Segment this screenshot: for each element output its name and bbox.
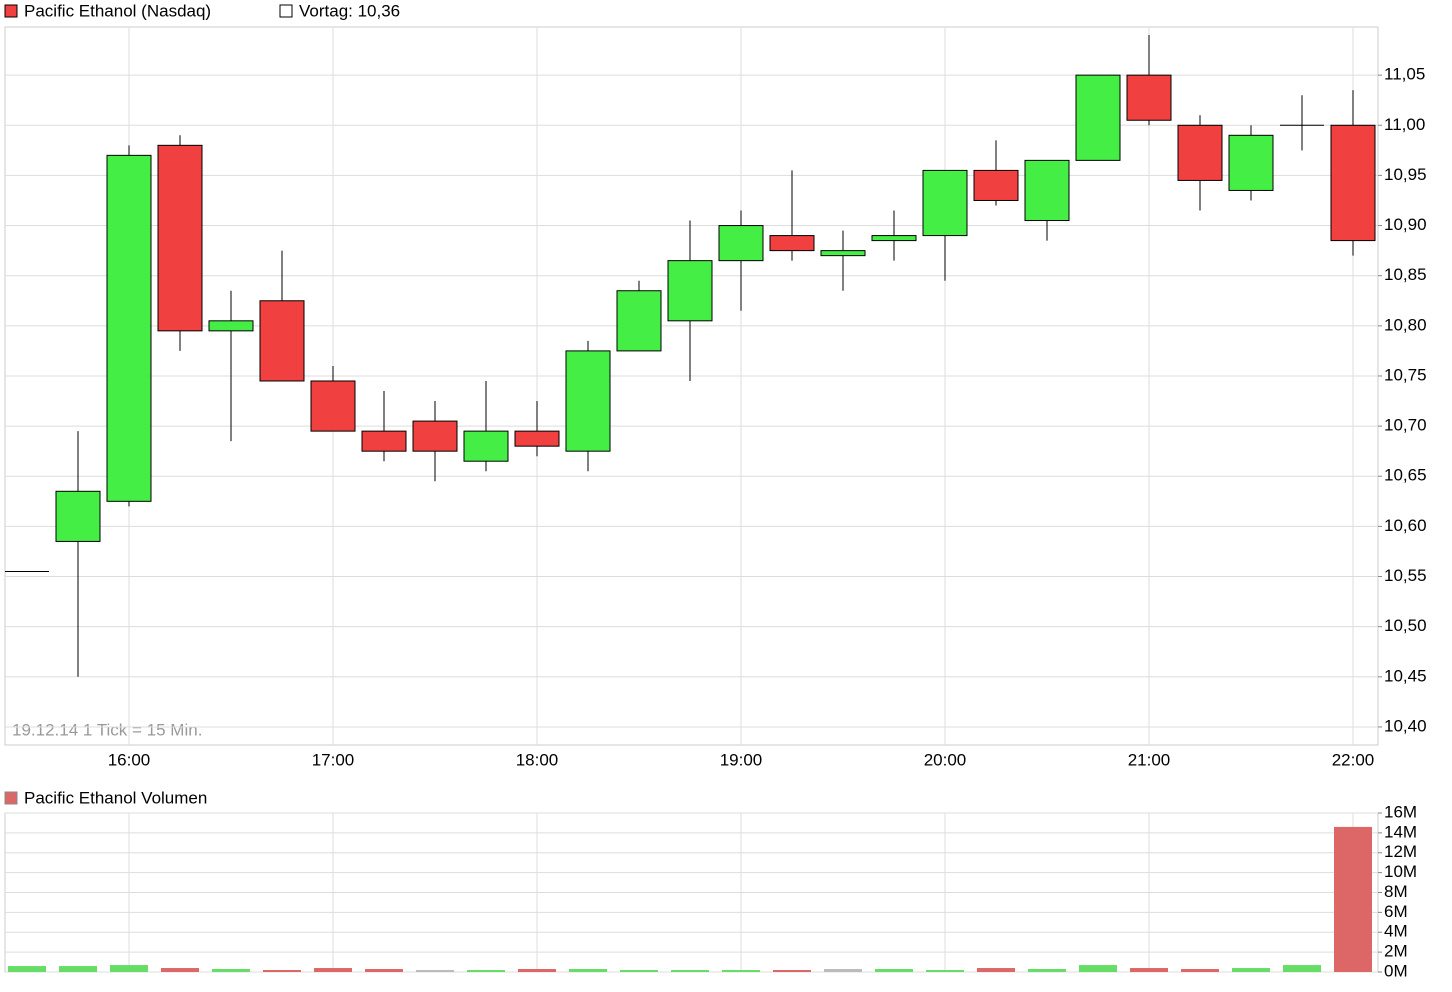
volume-bar [416,970,454,972]
legend-label: Pacific Ethanol (Nasdaq) [24,1,211,20]
volume-bar [1079,965,1117,972]
volume-bar [365,969,403,972]
y-tick-label: 14M [1384,822,1417,841]
volume-bar [671,970,709,972]
y-tick-label: 10,75 [1384,365,1427,384]
candle-body [463,430,509,462]
candle-body [1228,134,1274,191]
y-tick-label: 16M [1384,802,1417,821]
x-tick-label: 21:00 [1128,750,1171,769]
y-tick-label: 11,00 [1384,115,1425,134]
candle-body [1075,74,1121,161]
volume-bar [1283,965,1321,972]
x-tick-label: 19:00 [720,750,763,769]
volume-bar [926,970,964,972]
volume-bar [977,968,1015,972]
volume-bar [1130,968,1168,972]
candle-body [310,380,356,432]
x-tick-label: 20:00 [924,750,967,769]
candle-body [412,420,458,452]
y-tick-label: 10,40 [1384,716,1427,735]
volume-bar [875,969,913,972]
y-tick-label: 10,80 [1384,315,1427,334]
legend-swatch [4,791,18,805]
candle-body [361,430,407,452]
y-tick-label: 8M [1384,882,1408,901]
x-tick-label: 17:00 [312,750,355,769]
y-tick-label: 10,85 [1384,265,1427,284]
y-tick-label: 0M [1384,961,1408,980]
y-tick-label: 4M [1384,922,1408,941]
candle-body [55,490,101,542]
candle-body [259,300,305,382]
y-tick-label: 10M [1384,862,1417,881]
candle-body [718,225,764,262]
volume-bar [518,969,556,972]
annotation: 19.12.14 1 Tick = 15 Min. [12,720,202,739]
x-tick-label: 22:00 [1332,750,1375,769]
volume-bar [161,968,199,972]
candle-body [1024,159,1070,222]
candle-body [157,144,203,332]
y-tick-label: 10,95 [1384,165,1427,184]
volume-bar [824,969,862,972]
volume-bar [8,966,46,972]
candle-body [565,350,611,452]
volume-bar [620,970,658,972]
x-tick-label: 16:00 [108,750,151,769]
volume-bar [569,969,607,972]
legend-swatch [279,4,293,18]
candle-body [208,320,254,332]
volume-bar [467,970,505,972]
y-tick-label: 2M [1384,942,1408,961]
volume-bar [1232,968,1270,972]
volume-bar [1028,969,1066,972]
volume-bar [110,965,148,972]
candle-body [1330,124,1376,242]
candle-body [769,235,815,252]
y-tick-label: 10,90 [1384,215,1427,234]
legend-swatch [4,4,18,18]
y-tick-label: 10,65 [1384,466,1427,485]
y-tick-label: 11,05 [1384,65,1425,84]
y-tick-label: 10,45 [1384,666,1427,685]
candle-body [106,154,152,502]
volume-bar [59,966,97,972]
volume-bar [1181,969,1219,972]
x-tick-label: 18:00 [516,750,559,769]
price-plot-area [4,26,1379,746]
legend-label: Vortag: 10,36 [299,1,400,20]
volume-bar [1334,826,1372,972]
y-tick-label: 10,70 [1384,416,1427,435]
candle-body [1177,124,1223,181]
candle-body [616,290,662,352]
y-tick-label: 10,50 [1384,616,1427,635]
volume-bar [212,969,250,972]
y-tick-label: 6M [1384,902,1408,921]
candle-body [871,235,917,242]
y-tick-label: 10,55 [1384,566,1427,585]
candle-body [922,169,968,237]
volume-bar [263,970,301,972]
candle-body [514,430,560,447]
volume-bar [773,970,811,972]
candle-body [973,169,1019,201]
legend-label: Pacific Ethanol Volumen [24,788,207,807]
candle-body [1126,74,1172,121]
y-tick-label: 12M [1384,842,1417,861]
y-tick-label: 10,60 [1384,516,1427,535]
candle-body [820,250,866,257]
candle-body [667,260,713,322]
volume-bar [314,968,352,972]
volume-bar [722,970,760,972]
